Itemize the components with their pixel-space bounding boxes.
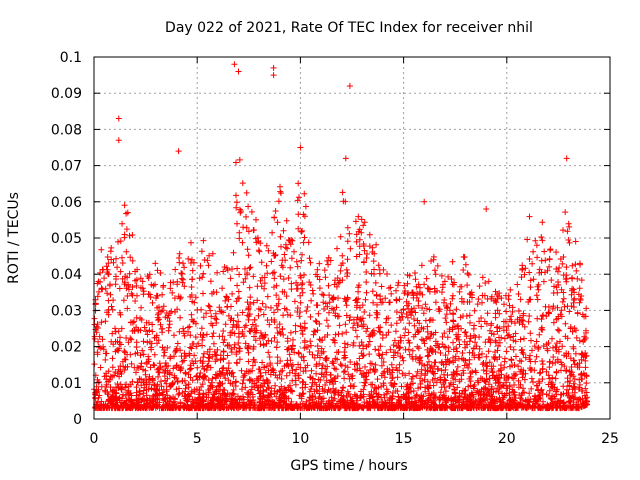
x-axis-label: GPS time / hours xyxy=(290,458,407,474)
y-tick-label: 0.04 xyxy=(51,267,82,283)
x-tick-label: 10 xyxy=(291,431,309,447)
x-tick-label: 15 xyxy=(395,431,413,447)
y-tick-label: 0.1 xyxy=(60,50,82,66)
data-points xyxy=(91,61,591,412)
roti-points xyxy=(91,61,591,412)
x-tick-label: 20 xyxy=(498,431,516,447)
y-tick-label: 0.07 xyxy=(51,159,82,175)
chart-title: Day 022 of 2021, Rate Of TEC Index for r… xyxy=(165,20,533,36)
x-tick-label: 5 xyxy=(193,431,202,447)
y-axis-label: ROTI / TECUs xyxy=(6,192,22,284)
y-tick-label: 0.01 xyxy=(51,376,82,392)
y-tick-label: 0.09 xyxy=(51,86,82,102)
y-tick-label: 0.06 xyxy=(51,195,82,211)
y-tick-label: 0.08 xyxy=(51,122,82,138)
y-tick-label: 0.05 xyxy=(51,231,82,247)
axis-ticks: 0 5 10 15 20 25 0 0.01 0.02 0.03 0.04 0.05 0.06 0.07 0… xyxy=(51,50,619,447)
y-tick-label: 0.03 xyxy=(51,303,82,319)
x-tick-label: 0 xyxy=(90,431,99,447)
y-tick-label: 0 xyxy=(73,412,82,428)
x-tick-label: 25 xyxy=(601,431,619,447)
y-tick-label: 0.02 xyxy=(51,340,82,356)
